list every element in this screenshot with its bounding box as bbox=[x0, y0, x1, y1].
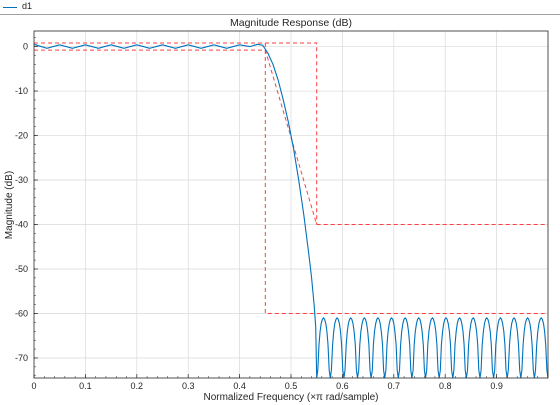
x-tick-label: 0.3 bbox=[182, 381, 195, 391]
x-tick-label: 0.6 bbox=[336, 381, 349, 391]
y-tick-label: 0 bbox=[23, 42, 28, 52]
y-tick-label: -40 bbox=[15, 220, 28, 230]
y-tick-label: -50 bbox=[15, 264, 28, 274]
ticks: 0 0.1 0.2 0.3 0.4 0.5 0.6 0.7 0.8 0.9 0 -10 -20 -30 -4… bbox=[15, 37, 538, 391]
x-tick-label: 0.1 bbox=[79, 381, 92, 391]
y-tick-label: -30 bbox=[15, 175, 28, 185]
y-tick-label: -20 bbox=[15, 131, 28, 141]
x-tick-label: 0.8 bbox=[439, 381, 452, 391]
x-tick-label: 0.7 bbox=[388, 381, 401, 391]
legend-line-d1 bbox=[3, 7, 17, 8]
y-tick-label: -70 bbox=[15, 353, 28, 363]
y-tick-label: -60 bbox=[15, 308, 28, 318]
chart-title: Magnitude Response (dB) bbox=[230, 17, 352, 29]
y-axis-label: Magnitude (dB) bbox=[4, 171, 15, 239]
x-tick-label: 0.2 bbox=[131, 381, 144, 391]
x-tick-label: 0 bbox=[31, 381, 36, 391]
y-tick-label: -10 bbox=[15, 86, 28, 96]
mask-line bbox=[34, 42, 318, 225]
x-tick-label: 0.5 bbox=[285, 381, 298, 391]
x-tick-label: 0.9 bbox=[490, 381, 503, 391]
mask-line bbox=[264, 43, 548, 314]
grid bbox=[34, 31, 548, 378]
magnitude-response-chart: 0 0.1 0.2 0.3 0.4 0.5 0.6 0.7 0.8 0.9 0 -10 -20 -30 -4… bbox=[4, 17, 549, 403]
x-axis-label: Normalized Frequency (×π rad/sample) bbox=[203, 392, 378, 403]
x-tick-label: 0.4 bbox=[233, 381, 246, 391]
series-layer bbox=[33, 43, 549, 379]
series-line-d1 bbox=[33, 43, 549, 379]
legend: d1 bbox=[0, 0, 560, 15]
legend-label-d1: d1 bbox=[22, 1, 33, 11]
